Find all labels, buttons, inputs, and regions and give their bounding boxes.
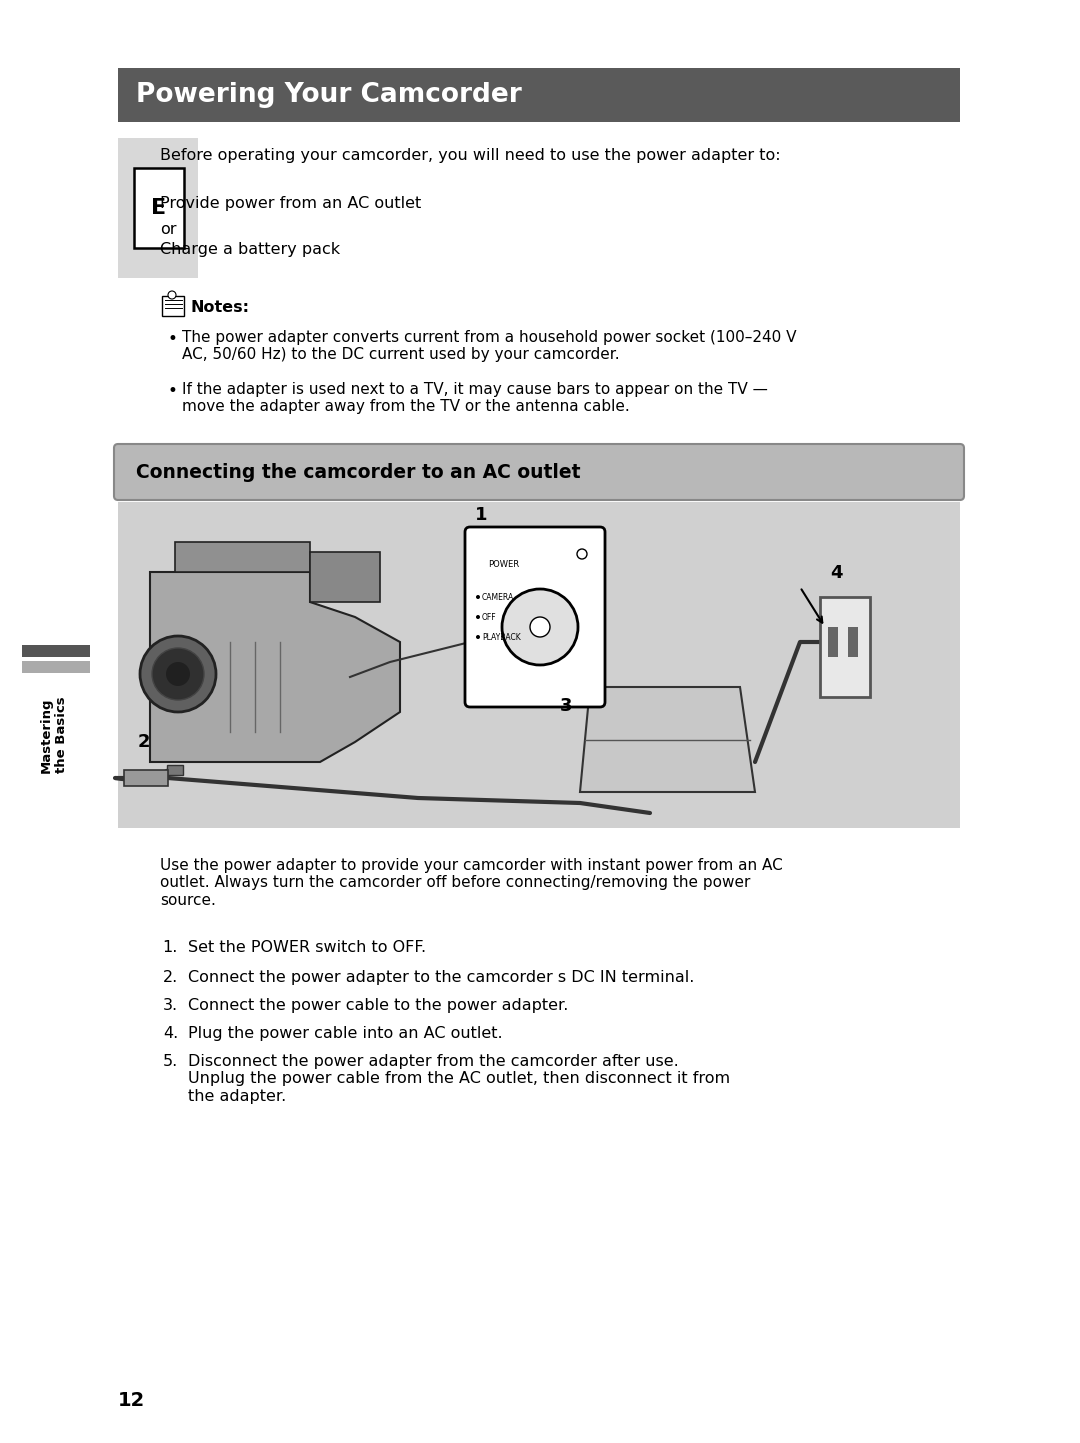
Bar [22, 645, 90, 657]
Text: Connect the power cable to the power adapter.: Connect the power cable to the power ada… [188, 999, 568, 1013]
Bar [118, 68, 960, 123]
Text: Connect the power adapter to the camcorder s DC IN terminal.: Connect the power adapter to the camcord… [188, 970, 694, 986]
Bar [118, 502, 960, 828]
Text: 4.: 4. [163, 1026, 178, 1040]
Text: The power adapter converts current from a household power socket (100–240 V
AC, : The power adapter converts current from … [183, 330, 797, 362]
Bar [118, 139, 198, 278]
Text: 1.: 1. [163, 939, 178, 955]
Text: 5.: 5. [163, 1053, 178, 1069]
FancyBboxPatch shape [465, 527, 605, 707]
Circle shape [577, 548, 588, 558]
Text: Plug the power cable into an AC outlet.: Plug the power cable into an AC outlet. [188, 1026, 502, 1040]
Bar [820, 597, 870, 697]
Text: If the adapter is used next to a TV, it may cause bars to appear on the TV —
mov: If the adapter is used next to a TV, it … [183, 382, 768, 414]
Circle shape [166, 662, 190, 685]
Text: CAMERA: CAMERA [482, 593, 514, 602]
Text: OFF: OFF [482, 612, 497, 622]
Text: •: • [168, 330, 178, 348]
Bar [134, 167, 184, 248]
Text: 4: 4 [831, 564, 842, 582]
Text: •: • [168, 382, 178, 400]
Polygon shape [175, 543, 310, 571]
Circle shape [530, 618, 550, 636]
Circle shape [476, 595, 480, 599]
Text: POWER: POWER [488, 560, 519, 569]
Text: Disconnect the power adapter from the camcorder after use.
Unplug the power cabl: Disconnect the power adapter from the ca… [188, 1053, 730, 1104]
Polygon shape [150, 571, 400, 762]
Circle shape [152, 648, 204, 700]
Bar [124, 771, 168, 786]
Text: Before operating your camcorder, you will need to use the power adapter to:: Before operating your camcorder, you wil… [160, 149, 781, 163]
FancyBboxPatch shape [114, 444, 964, 501]
Text: Provide power from an AC outlet: Provide power from an AC outlet [160, 196, 421, 211]
Text: Notes:: Notes: [190, 300, 249, 316]
Circle shape [140, 636, 216, 711]
Circle shape [476, 635, 480, 639]
Text: E: E [151, 198, 166, 218]
Bar [22, 661, 90, 672]
Bar [162, 296, 184, 316]
Text: or: or [160, 222, 176, 237]
Polygon shape [580, 687, 755, 792]
Text: Use the power adapter to provide your camcorder with instant power from an AC
ou: Use the power adapter to provide your ca… [160, 859, 783, 908]
Circle shape [168, 291, 176, 299]
Text: 3.: 3. [163, 999, 178, 1013]
Text: 1: 1 [475, 506, 487, 524]
Text: Mastering
the Basics: Mastering the Basics [40, 697, 68, 773]
Text: Set the POWER switch to OFF.: Set the POWER switch to OFF. [188, 939, 427, 955]
Bar [848, 628, 858, 657]
Text: Connecting the camcorder to an AC outlet: Connecting the camcorder to an AC outlet [136, 463, 581, 482]
Text: Powering Your Camcorder: Powering Your Camcorder [136, 82, 522, 108]
Text: Charge a battery pack: Charge a battery pack [160, 242, 340, 257]
Circle shape [476, 615, 480, 619]
Bar [310, 553, 380, 602]
Circle shape [502, 589, 578, 665]
Text: PLAYBACK: PLAYBACK [482, 632, 521, 642]
Bar [828, 628, 838, 657]
Text: 3: 3 [559, 697, 572, 714]
Text: 12: 12 [118, 1391, 145, 1410]
Text: 2.: 2. [163, 970, 178, 986]
Bar [167, 765, 183, 775]
Text: 2: 2 [138, 733, 150, 750]
